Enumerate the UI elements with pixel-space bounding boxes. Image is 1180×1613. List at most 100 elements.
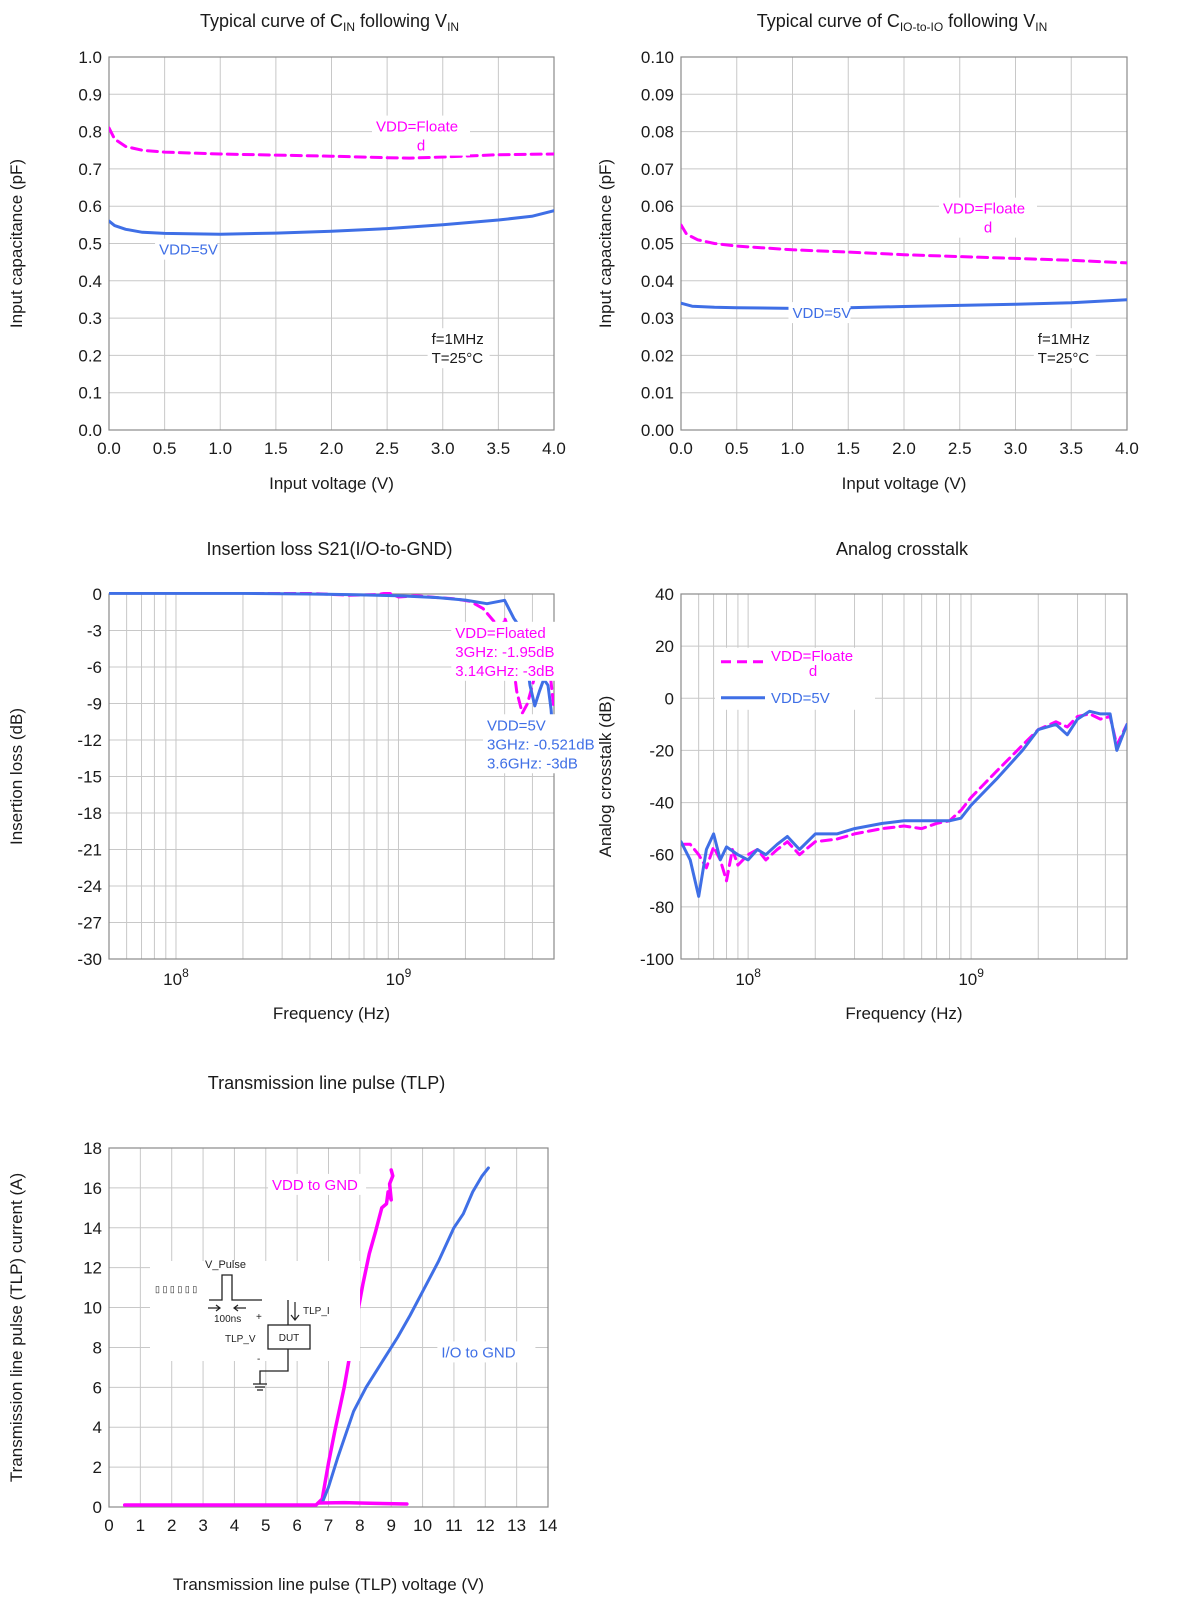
annotation-text: 3.14GHz: -3dB (455, 663, 554, 680)
y-tick-label: 0.04 (641, 272, 674, 291)
annotation-bg (788, 302, 851, 324)
x-axis-label: Frequency (Hz) (273, 1004, 390, 1023)
inset-label-current: TLP_I (303, 1306, 330, 1317)
tlp-inset-diagram: ▯ ▯ ▯ ▯ ▯ ▯ V_Pulse 100ns + TLP_I DUT TLP_V- (150, 1259, 360, 1391)
x-tick-label: 12 (476, 1516, 495, 1535)
width-arrows (208, 1304, 246, 1312)
x-tick-label: 2 (167, 1516, 176, 1535)
x-tick-label: 11 (445, 1516, 463, 1535)
y-tick-label: 0.00 (641, 421, 674, 440)
y-tick-label: 40 (655, 585, 674, 604)
annotation-text: 3GHz: -1.95dB (455, 644, 554, 661)
annotation-bg (1033, 328, 1096, 369)
y-axis-label: Input capacitance (pF) (596, 159, 615, 328)
inset-marks: ▯ ▯ ▯ ▯ ▯ ▯ (155, 1284, 197, 1294)
y-tick-label: -3 (87, 622, 102, 641)
x-axis-label: Transmission line pulse (TLP) voltage (V… (173, 1575, 484, 1594)
series-line-1 (681, 223, 1127, 265)
annotation-text: VDD=5V (793, 305, 852, 322)
y-tick-label: 12 (83, 1259, 102, 1278)
series-line-2 (320, 1166, 490, 1505)
series-line-2 (109, 592, 554, 754)
annotation-bg (372, 115, 470, 156)
chart-3: 0 -3 -6 -9 -12 -15 -18 -21 -24 -27 -30 108 109 Insert… (7, 539, 618, 1023)
annotation-text: VDD=5V (159, 242, 218, 259)
x-tick-label: 3.0 (1004, 439, 1028, 458)
y-tick-label: 0.10 (641, 48, 674, 67)
pulse-waveform (209, 1274, 262, 1301)
plot-frame (680, 56, 1128, 431)
chart-title: Typical curve of CIN following VIN (200, 11, 459, 34)
legend-label: VDD=Floate (771, 648, 853, 665)
chart-title: Typical curve of CIO-to-IO following VIN (757, 11, 1047, 34)
y-tick-label: 0.7 (78, 160, 102, 179)
y-tick-label: 0.1 (78, 384, 102, 403)
x-tick-label: 3.5 (1059, 439, 1083, 458)
y-tick-label: 0 (665, 689, 674, 708)
series-line-2 (681, 709, 1127, 898)
y-tick-label: 0.05 (641, 235, 674, 254)
x-tick-label: 7 (324, 1516, 333, 1535)
inset-label-voltage: TLP_V (225, 1334, 256, 1345)
y-tick-label: -80 (649, 898, 674, 917)
y-tick-label: 0.6 (78, 197, 102, 216)
plot-frame (108, 56, 555, 431)
y-axis-label: Input capacitance (pF) (7, 159, 26, 328)
x-tick-label: 13 (507, 1516, 526, 1535)
legend-label: d (809, 663, 817, 680)
x-tick-label: 2.5 (375, 439, 399, 458)
annotation-text: VDD to GND (272, 1177, 358, 1194)
chart-title: Analog crosstalk (836, 539, 969, 559)
inset-label-pulse: V_Pulse (205, 1259, 246, 1271)
y-tick-label: -9 (87, 695, 102, 714)
y-tick-label: -27 (77, 914, 102, 933)
annotation-text: f=1MHz (1038, 331, 1090, 348)
x-tick-label: 9 (386, 1516, 395, 1535)
y-tick-label: -20 (649, 741, 674, 760)
legend-box (715, 647, 875, 710)
current-arrow (290, 1302, 300, 1321)
series-line-1 (681, 712, 1127, 883)
y-tick-label: -100 (640, 950, 674, 969)
annotation-text: T=25°C (1038, 350, 1090, 367)
dut-box (267, 1324, 311, 1350)
y-tick-label: 20 (655, 637, 674, 656)
x-tick-label: 1.0 (781, 439, 805, 458)
annotation-text: d (417, 138, 425, 155)
y-axis-label: Insertion loss (dB) (7, 708, 26, 845)
annotation-text: VDD=5V (487, 717, 546, 734)
y-tick-label: 0.01 (641, 384, 674, 403)
x-tick-label: 1 (136, 1516, 145, 1535)
annotation-text: I/O to GND (441, 1344, 515, 1361)
series-line-3 (317, 1500, 409, 1506)
y-tick-label: -60 (649, 846, 674, 865)
x-tick-label: 8 (355, 1516, 364, 1535)
x-tick-label: 3 (198, 1516, 207, 1535)
y-axis-label: Transmission line pulse (TLP) current (A… (7, 1173, 26, 1482)
inset-bg (150, 1261, 360, 1361)
plot-frame (680, 593, 1128, 960)
annotation-text: 3.6GHz: -3dB (487, 755, 578, 772)
y-axis-label: Analog crosstalk (dB) (596, 696, 615, 858)
x-tick-label: 4 (230, 1516, 239, 1535)
y-tick-label: 0.0 (78, 421, 102, 440)
annotation-text: VDD=Floate (376, 119, 458, 136)
y-tick-label: 0.03 (641, 309, 674, 328)
x-tick-label: 1.5 (836, 439, 860, 458)
y-tick-label: 0.2 (78, 346, 102, 365)
y-tick-label: 0.8 (78, 123, 102, 142)
chart-title: Transmission line pulse (TLP) (208, 1073, 445, 1093)
y-tick-label: 10 (83, 1299, 102, 1318)
x-tick-label: 3.5 (487, 439, 511, 458)
y-tick-label: 0.07 (641, 160, 674, 179)
annotation-bg (437, 1341, 536, 1363)
x-tick-label: 2.0 (892, 439, 916, 458)
ground-symbol (253, 1349, 289, 1391)
inset-label-minus: - (257, 1354, 260, 1365)
annotation-text: VDD=Floate (943, 201, 1025, 218)
y-tick-label: -40 (649, 794, 674, 813)
y-tick-label: 2 (93, 1458, 102, 1477)
y-tick-label: 8 (93, 1338, 102, 1357)
y-tick-label: 0.02 (641, 346, 674, 365)
